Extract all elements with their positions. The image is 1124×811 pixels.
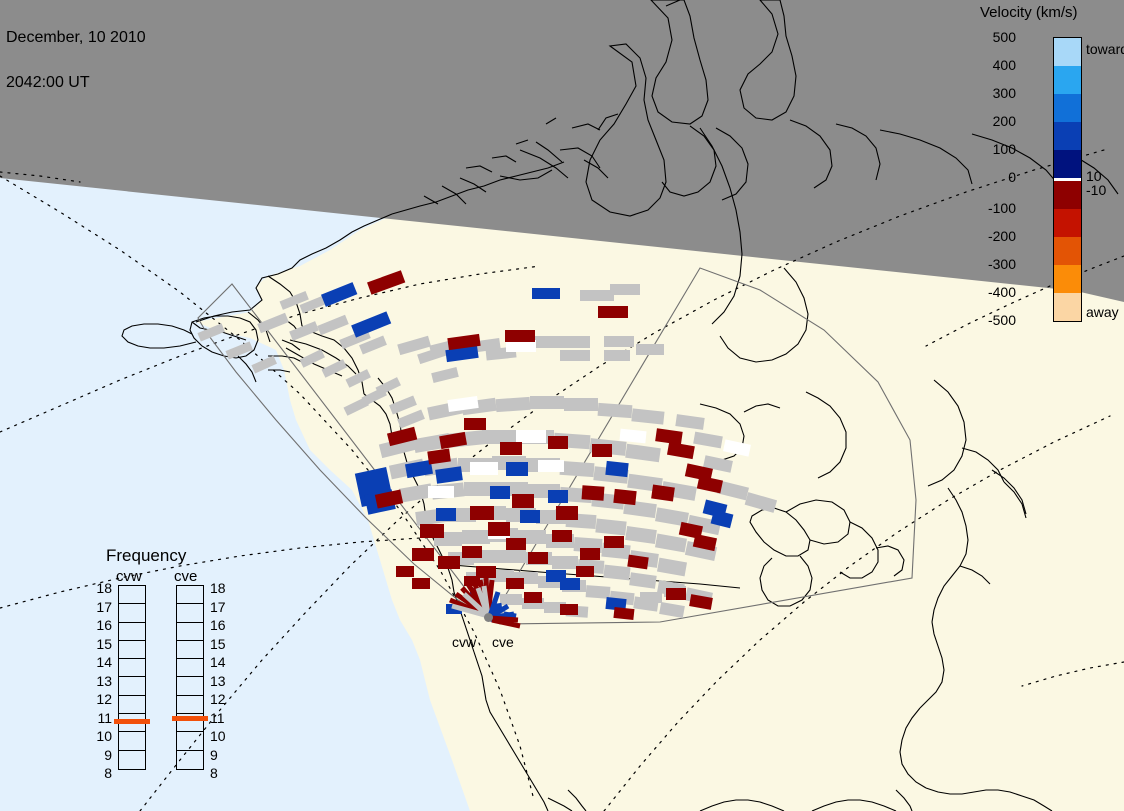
frequency-axis-tick: 15 <box>210 635 226 652</box>
frequency-cell <box>119 677 145 696</box>
frequency-cell <box>177 604 203 623</box>
frequency-cell <box>177 586 203 605</box>
frequency-cell <box>119 696 145 715</box>
frequency-axis-tick: 17 <box>210 598 226 615</box>
colorbar-tick--400: -400 <box>987 284 1016 300</box>
frequency-cell <box>177 751 203 769</box>
timestamp-title: December, 10 2010 2042:00 UT <box>6 0 146 120</box>
radar-fov-outlines <box>197 267 917 625</box>
colorbar-zero-gap <box>1054 178 1081 181</box>
frequency-cell <box>119 604 145 623</box>
colorbar-band-toward-1 <box>1054 66 1081 94</box>
frequency-axis-tick: 16 <box>96 617 112 633</box>
colorbar-lower-threshold-label: -10 <box>1086 182 1107 198</box>
colorbar-band-toward-0 <box>1054 38 1081 66</box>
colorbar-tick-300: 300 <box>992 85 1016 101</box>
frequency-axis-tick: 18 <box>96 580 112 596</box>
title-date: December, 10 2010 <box>6 29 146 46</box>
site-label-cvw: cvw <box>452 634 477 650</box>
frequency-cell <box>177 623 203 641</box>
frequency-cell <box>119 751 145 769</box>
frequency-gauge-cvw <box>118 585 146 770</box>
frequency-cell <box>177 659 203 678</box>
night-terminator-edge <box>0 0 1124 296</box>
colorbar-band-toward-2 <box>1054 94 1081 122</box>
frequency-axis-tick: 18 <box>210 580 226 596</box>
colorbar-tick--100: -100 <box>987 200 1016 216</box>
velocity-cells-away <box>367 270 723 621</box>
frequency-axis-tick: 11 <box>210 709 225 726</box>
colorbar-band-toward-3 <box>1054 122 1081 150</box>
frequency-axis-tick: 8 <box>104 765 112 781</box>
frequency-axis-tick: 9 <box>104 746 112 763</box>
frequency-axis-tick: 17 <box>96 598 112 615</box>
frequency-axis-tick: 13 <box>210 672 226 689</box>
frequency-axis-tick: 15 <box>96 635 112 652</box>
frequency-cell <box>119 641 145 660</box>
frequency-cell <box>119 659 145 678</box>
frequency-axis-tick: 8 <box>210 765 218 781</box>
frequency-column-label-cvw: cvw <box>116 568 142 585</box>
colorbar-toward-label: toward <box>1086 41 1124 57</box>
radar-site-marker[interactable] <box>484 613 493 622</box>
colorbar-band-away-3 <box>1054 265 1081 293</box>
frequency-axis-tick: 14 <box>210 654 226 670</box>
frequency-axis-tick: 13 <box>96 672 112 689</box>
frequency-cell <box>177 732 203 751</box>
frequency-gauge-cve <box>176 585 204 770</box>
colorbar-tick-500: 500 <box>992 29 1016 45</box>
colorbar-tick-200: 200 <box>992 113 1016 129</box>
frequency-cell <box>119 714 145 733</box>
colorbar-band-away-2 <box>1054 237 1081 265</box>
fov-cvw <box>197 283 489 619</box>
colorbar-tick-0: 0 <box>1008 169 1016 185</box>
frequency-axis-tick: 12 <box>210 691 226 707</box>
title-time: 2042:00 UT <box>6 74 90 91</box>
frequency-cell <box>119 623 145 641</box>
colorbar-away-label: away <box>1086 304 1119 320</box>
velocity-cells <box>320 270 734 622</box>
colorbar-tick-100: 100 <box>992 141 1016 157</box>
frequency-axis-cve: 18 17 16 15 14 13 12 11 10 9 8 <box>210 579 232 783</box>
frequency-marker-cvw <box>114 718 150 724</box>
frequency-axis-tick: 11 <box>97 709 112 726</box>
frequency-column-label-cve: cve <box>174 568 198 585</box>
colorbar-heading: Velocity (km/s) <box>980 4 1078 21</box>
colorbar-tick--300: -300 <box>987 256 1016 272</box>
frequency-axis-tick: 10 <box>96 728 112 744</box>
colorbar-band-toward-4 <box>1054 150 1081 178</box>
colorbar-tick-400: 400 <box>992 57 1016 73</box>
frequency-marker-cve <box>172 716 208 722</box>
frequency-axis-tick: 16 <box>210 617 226 633</box>
frequency-axis-tick: 10 <box>210 728 226 744</box>
frequency-axis-tick: 12 <box>96 691 112 707</box>
colorbar-gradient <box>1053 37 1082 322</box>
frequency-axis-tick: 14 <box>96 654 112 670</box>
frequency-panel: Frequency cvw 18 17 16 15 14 13 12 11 10 9 8 cve 18 17… <box>88 546 248 792</box>
colorbar-tick--200: -200 <box>987 228 1016 244</box>
fov-cve <box>491 267 917 625</box>
site-label-cve: cve <box>492 634 514 650</box>
colorbar-band-away-1 <box>1054 209 1081 237</box>
frequency-axis-tick: 9 <box>210 746 218 763</box>
frequency-cell <box>119 732 145 751</box>
frequency-cell <box>177 677 203 696</box>
colorbar-tick--500: -500 <box>987 312 1016 328</box>
frequency-cell <box>177 696 203 715</box>
velocity-cells-toward <box>320 282 734 622</box>
near-range-beam-cells <box>449 577 521 629</box>
velocity-colorbar-panel: Velocity (km/s) 500 400 300 200 100 0 -100 -200… <box>976 2 1124 332</box>
colorbar-band-away-0 <box>1054 181 1081 209</box>
colorbar-band-away-4 <box>1054 293 1081 321</box>
frequency-axis-cvw: 18 17 16 15 14 13 12 11 10 9 8 <box>90 579 112 783</box>
frequency-heading: Frequency <box>106 546 187 565</box>
frequency-cell <box>177 641 203 660</box>
frequency-cell <box>119 586 145 605</box>
colorbar-upper-threshold-label: 10 <box>1086 168 1102 184</box>
frequency-cell <box>177 714 203 733</box>
